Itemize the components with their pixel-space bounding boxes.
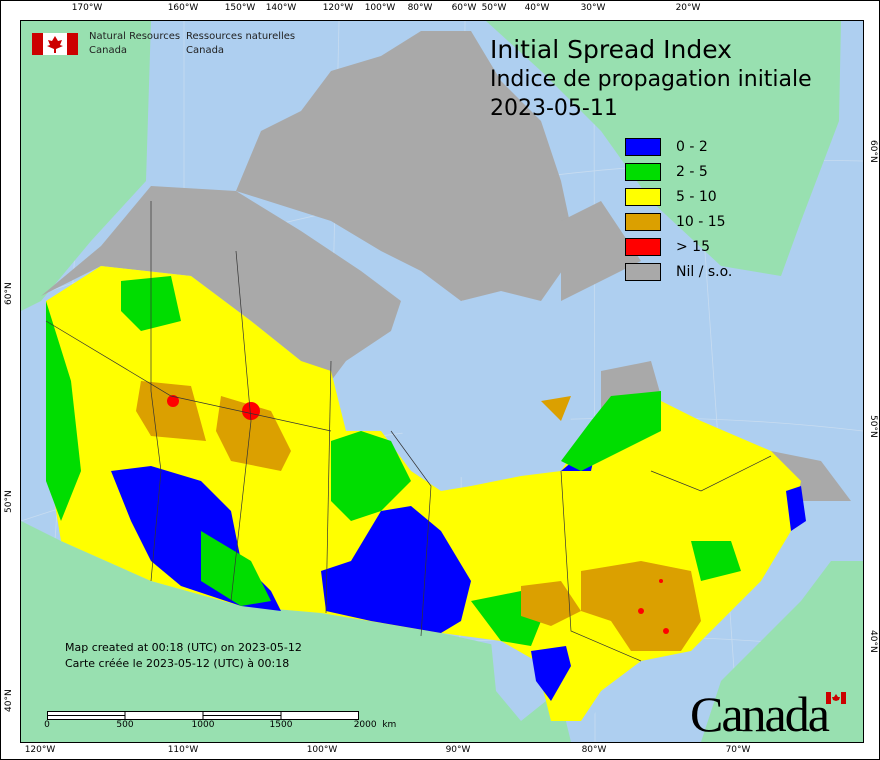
arctic-islands (236, 31, 576, 301)
lon-label-top: 170°W (71, 3, 103, 13)
legend-label: > 15 (676, 238, 710, 255)
legend-item: 2 - 5 (625, 159, 732, 184)
lon-label-top: 150°W (224, 3, 256, 13)
lat-label-right: 50°N (868, 415, 878, 438)
legend-label: 5 - 10 (676, 188, 717, 205)
legend-label: 2 - 5 (676, 163, 708, 180)
lon-label-bottom: 110°W (167, 745, 199, 755)
lon-label-top: 160°W (167, 3, 199, 13)
lon-label-bottom: 80°W (581, 745, 607, 755)
lon-label-top: 100°W (364, 3, 396, 13)
wordmark-flag-icon (826, 692, 846, 704)
lon-label-top: 80°W (407, 3, 433, 13)
scale-label: 500 (116, 720, 134, 730)
lon-label-top: 50°W (481, 3, 507, 13)
map-canvas[interactable] (20, 20, 864, 743)
hudson-bay (371, 301, 571, 481)
lat-label-left: 50°N (4, 490, 14, 513)
scale-bar: 0 500 1000 1500 2000 km (44, 706, 396, 730)
scale-label: 2000 km (353, 720, 397, 730)
alaska-land (21, 21, 151, 311)
legend: 0 - 2 2 - 5 5 - 10 10 - 15 > 15 Nil / s.… (625, 134, 732, 284)
legend-swatch (625, 137, 661, 156)
legend-swatch (625, 162, 661, 181)
isi-above-15-red (167, 395, 669, 634)
legend-item: > 15 (625, 234, 732, 259)
legend-swatch (625, 262, 661, 281)
lat-label-right: 40°N (868, 630, 878, 653)
lon-label-bottom: 100°W (306, 745, 338, 755)
lat-label-left: 40°N (4, 689, 14, 712)
legend-swatch (625, 237, 661, 256)
lon-label-top: 60°W (451, 3, 477, 13)
agency-en-line1: Natural Resources (89, 31, 181, 42)
lat-label-left: 60°N (4, 282, 14, 305)
title-en: Initial Spread Index (490, 35, 732, 64)
scale-label: 0 (44, 720, 50, 730)
legend-swatch (625, 212, 661, 231)
legend-swatch (625, 187, 661, 206)
canada-wordmark: Canada (690, 685, 846, 743)
province-boundaries (45, 201, 772, 662)
created-en: Map created at 00:18 (UTC) on 2023-05-12 (65, 641, 302, 654)
legend-item: 5 - 10 (625, 184, 732, 209)
lon-label-bottom: 120°W (24, 745, 56, 755)
lon-label-top: 20°W (675, 3, 701, 13)
legend-item: Nil / s.o. (625, 259, 732, 284)
scale-label: 1000 (191, 720, 215, 730)
legend-label: 0 - 2 (676, 138, 708, 155)
title-fr: Indice de propagation initiale (490, 67, 812, 92)
scale-label: 1500 (269, 720, 293, 730)
lon-label-top: 40°W (524, 3, 550, 13)
lon-label-top: 140°W (265, 3, 297, 13)
created-fr: Carte créée le 2023-05-12 (UTC) à 00:18 (65, 657, 290, 670)
arctic-mainland-nil (41, 186, 401, 381)
canada-flag-icon (32, 33, 78, 55)
legend-label: Nil / s.o. (676, 263, 733, 280)
wordmark-text: Canada (690, 686, 830, 742)
lon-label-top: 120°W (322, 3, 354, 13)
lat-label-right: 60°N (868, 140, 878, 163)
lon-label-bottom: 70°W (725, 745, 751, 755)
lon-label-bottom: 90°W (445, 745, 471, 755)
lon-label-top: 30°W (580, 3, 606, 13)
legend-item: 0 - 2 (625, 134, 732, 159)
agency-fr-line1: Ressources naturelles (186, 31, 296, 42)
map-date: 2023-05-11 (490, 96, 618, 121)
map-svg (21, 21, 863, 742)
usa-land (21, 521, 863, 742)
greenland-land (486, 21, 841, 276)
creation-note: Map created at 00:18 (UTC) on 2023-05-12… (65, 640, 302, 672)
agency-en-line2: Canada (89, 45, 128, 56)
isi-10-15-orange (136, 381, 701, 651)
legend-item: 10 - 15 (625, 209, 732, 234)
agency-fr-line2: Canada (186, 45, 225, 56)
baffin-nil (561, 201, 851, 501)
legend-label: 10 - 15 (676, 213, 726, 230)
scale-bar-graphic (47, 711, 359, 720)
map-title: Initial Spread Index Indice de propagati… (490, 34, 812, 123)
